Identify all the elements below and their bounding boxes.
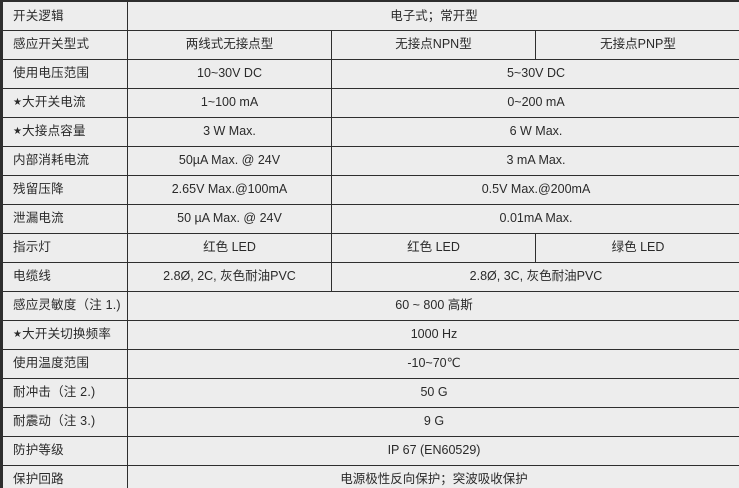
row-value-pnp: 绿色 LED [535,232,739,263]
row-label: 开关逻辑 [0,0,128,31]
table-row: 指示灯 红色 LED 红色 LED 绿色 LED [0,232,739,263]
row-value: 电源极性反向保护；突波吸收保护 [127,464,739,488]
row-value-npn: 红色 LED [331,232,536,263]
row-label: 残留压降 [0,174,128,205]
row-label: 耐冲击（注 2.) [0,377,128,408]
table-row: 感应开关型式 两线式无接点型 无接点NPN型 无接点PNP型 [0,29,739,60]
table-row: 使用温度范围 -10~70℃ [0,348,739,379]
row-label: 防护等级 [0,435,128,466]
row-value-npn: 无接点NPN型 [331,29,536,60]
row-label: 耐震动（注 3.) [0,406,128,437]
row-label: 电缆线 [0,261,128,292]
table-row: ★大接点容量 3 W Max. 6 W Max. [0,116,739,147]
row-label: 指示灯 [0,232,128,263]
table-row: 电缆线 2.8Ø, 2C, 灰色耐油PVC 2.8Ø, 3C, 灰色耐油PVC [0,261,739,292]
row-value-two-wire: 50 µA Max. @ 24V [127,203,332,234]
row-value-three-wire: 0.01mA Max. [331,203,739,234]
star-icon: ★ [13,97,23,109]
row-value-two-wire: 2.65V Max.@100mA [127,174,332,205]
row-value-two-wire: 10~30V DC [127,58,332,89]
row-value-three-wire: 6 W Max. [331,116,739,147]
table-row: 开关逻辑 电子式；常开型 [0,0,739,31]
row-label: 泄漏电流 [0,203,128,234]
table-row: 感应灵敏度（注 1.) 60 ~ 800 高斯 [0,290,739,321]
row-value-three-wire: 0.5V Max.@200mA [331,174,739,205]
row-value: 电子式；常开型 [127,0,739,31]
row-value: 9 G [127,406,739,437]
row-label: ★大开关电流 [0,87,128,118]
row-value-two-wire: 50µA Max. @ 24V [127,145,332,176]
star-icon: ★ [13,126,23,138]
star-icon: ★ [13,329,23,341]
row-label: 使用电压范围 [0,58,128,89]
row-value-three-wire: 0~200 mA [331,87,739,118]
row-value-two-wire: 2.8Ø, 2C, 灰色耐油PVC [127,261,332,292]
table-row: 防护等级 IP 67 (EN60529) [0,435,739,466]
row-label: 使用温度范围 [0,348,128,379]
table-row: 耐冲击（注 2.) 50 G [0,377,739,408]
row-value-two-wire: 红色 LED [127,232,332,263]
row-value: 50 G [127,377,739,408]
row-value: 60 ~ 800 高斯 [127,290,739,321]
row-value: 1000 Hz [127,319,739,350]
row-value-pnp: 无接点PNP型 [535,29,739,60]
table-row: 残留压降 2.65V Max.@100mA 0.5V Max.@200mA [0,174,739,205]
table-row: ★大开关切换频率 1000 Hz [0,319,739,350]
row-label: 感应开关型式 [0,29,128,60]
row-label: ★大接点容量 [0,116,128,147]
table-row: 保护回路 电源极性反向保护；突波吸收保护 [0,464,739,488]
row-value-two-wire: 两线式无接点型 [127,29,332,60]
row-value-two-wire: 1~100 mA [127,87,332,118]
table-row: 使用电压范围 10~30V DC 5~30V DC [0,58,739,89]
row-label: 保护回路 [0,464,128,488]
table-row: 耐震动（注 3.) 9 G [0,406,739,437]
table-row: ★大开关电流 1~100 mA 0~200 mA [0,87,739,118]
table-row: 内部消耗电流 50µA Max. @ 24V 3 mA Max. [0,145,739,176]
row-value-three-wire: 5~30V DC [331,58,739,89]
table-row: 泄漏电流 50 µA Max. @ 24V 0.01mA Max. [0,203,739,234]
row-value: -10~70℃ [127,348,739,379]
row-label: ★大开关切换频率 [0,319,128,350]
row-value-three-wire: 3 mA Max. [331,145,739,176]
row-value-two-wire: 3 W Max. [127,116,332,147]
row-value: IP 67 (EN60529) [127,435,739,466]
row-label: 内部消耗电流 [0,145,128,176]
row-label: 感应灵敏度（注 1.) [0,290,128,321]
row-value-three-wire: 2.8Ø, 3C, 灰色耐油PVC [331,261,739,292]
